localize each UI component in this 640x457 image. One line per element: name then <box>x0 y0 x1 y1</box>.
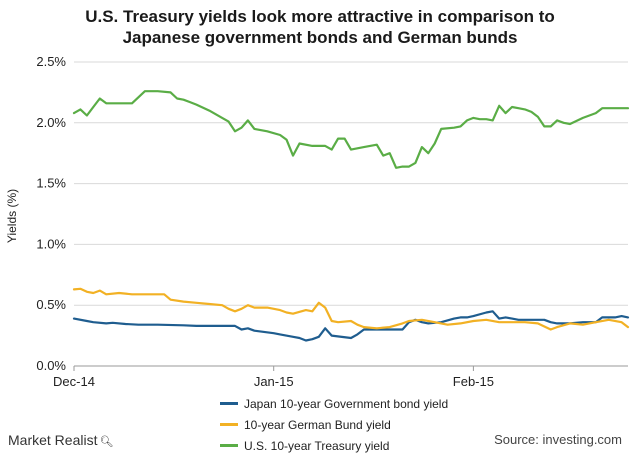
y-axis-ticks: 0.0% 0.5% 1.0% 1.5% 2.0% 2.5% <box>36 54 66 373</box>
gridlines <box>74 61 628 306</box>
legend-label-us: U.S. 10-year Treasury yield <box>244 438 390 453</box>
y-tick-label: 1.0% <box>36 236 66 251</box>
y-tick-label: 0.0% <box>36 358 66 373</box>
y-tick-label: 1.5% <box>36 176 66 191</box>
legend-label-germany: 10-year German Bund yield <box>244 417 391 432</box>
magnifier-icon: 🔍︎ <box>99 436 114 448</box>
legend-label-japan: Japan 10-year Government bond yield <box>244 396 449 411</box>
legend-item-germany: 10-year German Bund yield <box>220 414 448 435</box>
brand-name: Market Realist <box>8 432 98 448</box>
chart-legend: Japan 10-year Government bond yield 10-y… <box>220 393 448 456</box>
y-axis-label: Yields (%) <box>5 189 19 243</box>
chart-title: U.S. Treasury yields look more attractiv… <box>0 6 640 48</box>
x-tick-label: Feb-15 <box>453 374 494 389</box>
x-tick-label: Dec-14 <box>53 374 95 389</box>
y-tick-label: 2.0% <box>36 115 66 130</box>
chart-title-line-1: U.S. Treasury yields look more attractiv… <box>85 7 555 26</box>
legend-swatch-japan <box>220 402 238 405</box>
x-tick-label: Jan-15 <box>254 374 294 389</box>
y-tick-label: 2.5% <box>36 54 66 69</box>
source-note: Source: investing.com <box>494 432 622 447</box>
legend-swatch-germany <box>220 423 238 426</box>
series-lines <box>72 90 630 342</box>
series-line-1 <box>72 287 630 331</box>
legend-swatch-us <box>220 444 238 447</box>
x-axis: Dec-14 Jan-15 Feb-15 <box>53 365 628 389</box>
legend-item-us: U.S. 10-year Treasury yield <box>220 435 448 456</box>
chart-title-line-2: Japanese government bonds and German bun… <box>122 28 518 47</box>
legend-item-japan: Japan 10-year Government bond yield <box>220 393 448 414</box>
brand-logo: Market Realist 🔍︎ <box>8 432 113 448</box>
series-line-0 <box>72 310 630 342</box>
series-line-2 <box>72 90 630 169</box>
y-tick-label: 0.5% <box>36 297 66 312</box>
